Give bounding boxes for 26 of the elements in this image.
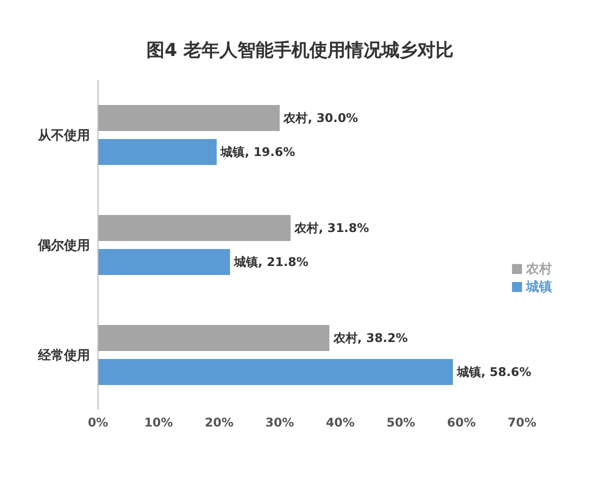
x-tick-label: 20% <box>204 416 234 430</box>
x-tick-label: 40% <box>326 416 355 430</box>
chart-title: 图4 老年人智能手机使用情况城乡对比 <box>146 39 454 63</box>
data-label: 城镇, 19.6% <box>220 145 296 159</box>
data-label: 农村, 30.0% <box>282 111 358 125</box>
y-tick-label: 从不使用 <box>37 128 90 144</box>
x-tick-label: 60% <box>447 416 476 430</box>
x-tick-label: 30% <box>265 416 294 430</box>
bar <box>98 139 217 165</box>
y-tick-label: 经常使用 <box>37 348 90 364</box>
data-label: 农村, 31.8% <box>294 221 369 235</box>
data-label: 农村, 38.2% <box>332 331 408 345</box>
legend-label: 农村 <box>526 262 552 277</box>
bar <box>98 359 453 385</box>
data-label: 城镇, 21.8% <box>233 255 308 269</box>
y-tick-label: 偶尔使用 <box>37 238 90 254</box>
bar <box>98 105 280 131</box>
x-tick-label: 70% <box>508 416 536 430</box>
bar <box>98 325 330 351</box>
legend-label: 城镇 <box>526 280 552 295</box>
bar <box>98 215 291 241</box>
x-tick-label: 0% <box>88 416 108 430</box>
data-label: 城镇, 58.6% <box>456 365 532 379</box>
x-tick-label: 50% <box>386 416 416 430</box>
x-tick-label: 10% <box>144 416 173 430</box>
bar <box>98 249 230 275</box>
